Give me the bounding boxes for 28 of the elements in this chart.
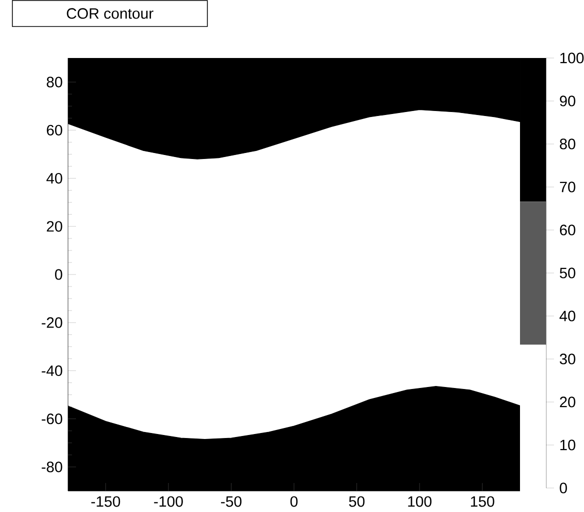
- y-tick-label: 50: [560, 268, 576, 278]
- y-tick-label: 30: [560, 354, 576, 364]
- y-tick-label: 40: [46, 172, 62, 184]
- y-tick-label: 60: [560, 224, 576, 236]
- x-tick-label: -50: [221, 496, 242, 507]
- y-tick-label: 70: [560, 182, 576, 192]
- y-tick-label: -20: [42, 317, 62, 328]
- y-tick-label: -60: [42, 414, 62, 424]
- y-tick-label: 80: [46, 76, 62, 88]
- x-tick-label: 50: [349, 496, 365, 507]
- x-tick-label: -150: [91, 496, 120, 507]
- y-tick-label: 90: [560, 96, 576, 106]
- y-tick-label: -40: [42, 365, 62, 376]
- y-tick-label: 20: [560, 396, 576, 408]
- chart-title: COR contour: [66, 8, 154, 19]
- y-tick-label: 80: [560, 138, 576, 150]
- x-tick-label: -100: [154, 496, 183, 507]
- y-tick-label: 10: [560, 440, 576, 450]
- y-tick-label: 40: [560, 310, 576, 322]
- y-tick-label: -80: [42, 462, 62, 472]
- y-tick-label: 100: [560, 52, 584, 64]
- x-tick-label: 150: [470, 496, 494, 507]
- y-tick-label: 0: [55, 269, 62, 280]
- y-tick-label: 0: [560, 482, 567, 494]
- y-tick-label: 60: [46, 124, 62, 136]
- x-tick-label: 100: [408, 496, 432, 507]
- x-tick-label: 0: [290, 496, 298, 507]
- y-tick-label: 20: [46, 221, 62, 232]
